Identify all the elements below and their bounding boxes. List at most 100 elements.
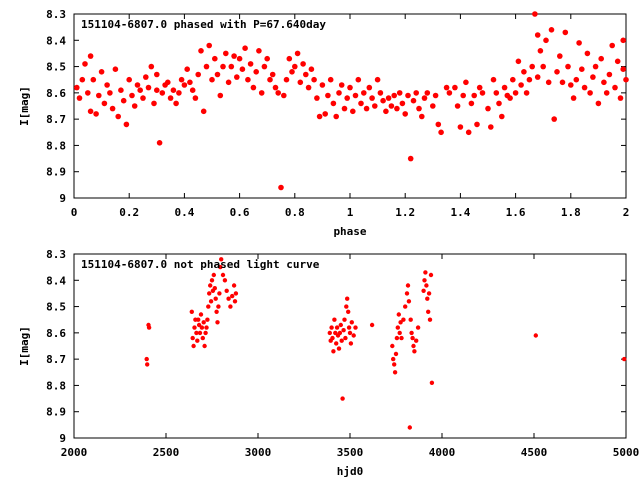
data-point <box>421 95 428 101</box>
data-point <box>331 349 336 354</box>
data-point <box>496 100 502 107</box>
data-point <box>272 84 279 91</box>
data-point <box>392 370 398 375</box>
data-point <box>419 113 425 120</box>
data-point <box>570 95 577 101</box>
data-point <box>350 108 356 115</box>
data-point <box>540 63 546 70</box>
data-point <box>196 317 201 322</box>
data-point <box>568 82 574 88</box>
data-point <box>399 335 404 341</box>
data-point <box>534 74 541 80</box>
data-point <box>189 309 194 314</box>
x-tick-label: 0 <box>71 206 78 219</box>
y-tick-label: 8.8 <box>46 139 66 152</box>
data-point <box>405 92 411 99</box>
data-point <box>217 291 222 296</box>
data-point <box>346 309 351 314</box>
y-tick-label: 8.4 <box>46 34 66 47</box>
data-point <box>333 113 340 120</box>
data-point <box>192 325 197 330</box>
data-point <box>383 108 389 115</box>
data-point <box>609 42 615 49</box>
data-point <box>493 90 500 96</box>
x-tick-label: 1.6 <box>506 206 526 219</box>
data-point <box>294 50 301 57</box>
data-point <box>239 66 246 72</box>
data-point <box>396 312 401 317</box>
data-point <box>390 343 395 349</box>
data-point <box>223 50 229 57</box>
data-point <box>176 90 182 96</box>
data-point <box>454 103 461 109</box>
data-point <box>206 42 212 49</box>
data-point <box>393 351 399 357</box>
data-point <box>603 90 610 96</box>
data-point <box>292 63 298 70</box>
data-point <box>428 272 434 278</box>
data-point <box>344 304 349 309</box>
data-point <box>344 95 351 101</box>
data-point <box>452 84 458 91</box>
data-point <box>485 105 491 112</box>
data-point <box>422 278 427 283</box>
data-point <box>432 92 439 99</box>
data-point <box>515 58 522 65</box>
data-point <box>584 50 591 57</box>
data-point <box>388 103 395 109</box>
data-point <box>620 37 626 44</box>
data-point <box>327 330 332 336</box>
data-point <box>358 100 364 107</box>
data-point <box>194 330 199 336</box>
data-point <box>198 48 204 54</box>
data-point <box>173 100 179 107</box>
x-tick-label: 1.8 <box>561 206 581 219</box>
data-point <box>217 92 224 99</box>
data-point <box>261 63 268 70</box>
data-point <box>228 63 235 70</box>
data-point <box>424 283 429 288</box>
data-point <box>581 84 588 91</box>
data-point <box>143 74 149 80</box>
data-point <box>258 90 265 96</box>
data-point <box>369 95 375 101</box>
data-point <box>196 322 202 328</box>
data-point <box>346 325 352 330</box>
data-point <box>154 71 160 78</box>
data-point <box>204 325 209 330</box>
plot-frame <box>73 253 627 439</box>
data-point <box>283 76 290 83</box>
data-point <box>410 335 415 341</box>
x-tick-label: 4000 <box>429 446 456 459</box>
data-point <box>332 317 337 322</box>
data-point <box>336 346 342 351</box>
y-tick-label: 8.9 <box>46 166 66 179</box>
data-point <box>573 76 580 83</box>
data-point <box>405 283 411 288</box>
data-point <box>145 362 150 367</box>
data-point <box>406 299 412 304</box>
data-point <box>145 84 152 91</box>
x-tick-label: 5000 <box>613 446 640 459</box>
data-point <box>311 76 317 83</box>
data-point <box>233 291 239 296</box>
data-point <box>413 90 420 96</box>
data-point <box>557 53 563 59</box>
data-point <box>330 335 335 341</box>
data-point <box>565 63 571 70</box>
chart-title: 151104-6807.0 not phased light curve <box>81 258 320 271</box>
data-point <box>554 69 560 75</box>
data-point <box>190 335 195 341</box>
data-point <box>479 90 486 96</box>
data-point <box>407 155 414 162</box>
data-point <box>348 341 354 346</box>
data-point <box>334 341 339 346</box>
data-point <box>341 105 348 112</box>
data-point <box>236 55 243 62</box>
data-point <box>606 71 613 78</box>
data-point <box>579 66 585 72</box>
data-point <box>101 100 108 107</box>
data-point <box>212 286 217 291</box>
data-point <box>595 100 602 107</box>
data-point <box>225 79 232 86</box>
